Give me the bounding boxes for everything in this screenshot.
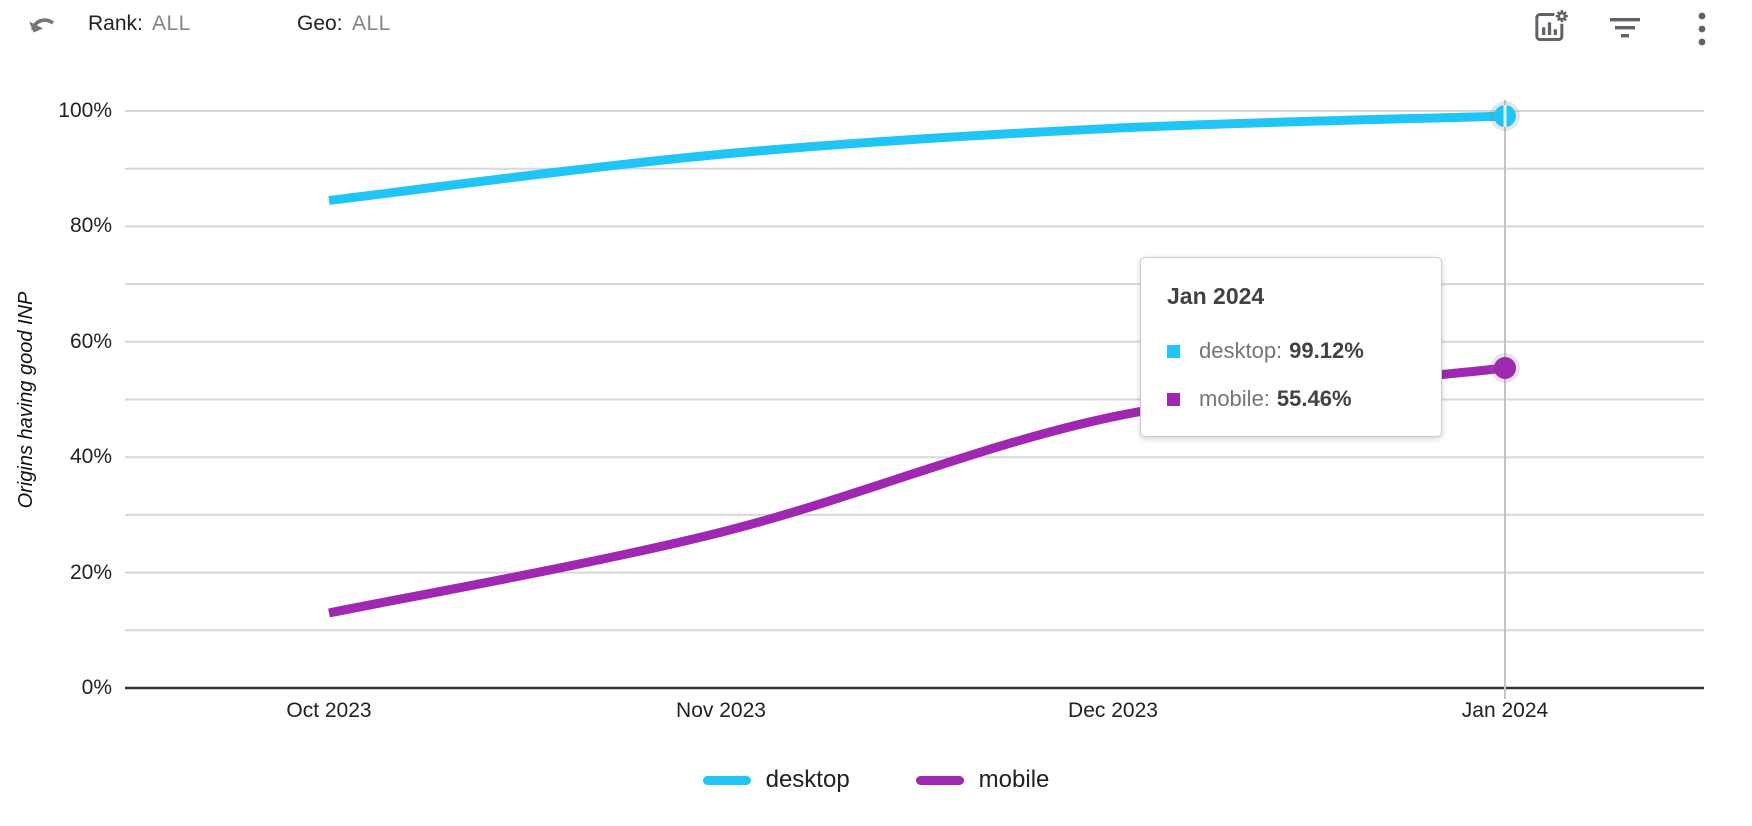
geo-filter-value[interactable]: ALL bbox=[352, 12, 391, 35]
y-tick-100: 100% bbox=[58, 99, 112, 122]
legend-item-desktop: desktop bbox=[702, 766, 850, 794]
legend-label: desktop bbox=[765, 766, 850, 793]
y-tick-40: 40% bbox=[69, 445, 112, 468]
chart-settings-icon[interactable] bbox=[1531, 6, 1571, 48]
y-tick-20: 20% bbox=[69, 561, 112, 584]
geo-filter-label: Geo: bbox=[297, 12, 343, 35]
more-menu-icon[interactable] bbox=[1692, 10, 1712, 48]
tooltip-series-label: mobile: bbox=[1199, 386, 1270, 411]
y-tick-80: 80% bbox=[69, 214, 112, 237]
y-axis-title: Origins having good INP bbox=[15, 291, 37, 509]
chart-legend: desktop mobile bbox=[0, 766, 1752, 794]
tooltip-series-label: desktop: bbox=[1199, 338, 1283, 363]
tooltip-row-desktop: desktop: 99.12% bbox=[1167, 338, 1415, 364]
undo-icon[interactable] bbox=[26, 8, 60, 44]
x-tick-dec-2023: Dec 2023 bbox=[1068, 699, 1158, 722]
rank-filter-label: Rank: bbox=[88, 12, 143, 35]
tooltip-title: Jan 2024 bbox=[1167, 283, 1265, 309]
x-tick-nov-2023: Nov 2023 bbox=[676, 699, 766, 722]
tooltip-row-mobile: mobile: 55.46% bbox=[1167, 386, 1415, 412]
x-tick-jan-2024: Jan 2024 bbox=[1461, 699, 1549, 722]
rank-filter-value[interactable]: ALL bbox=[152, 12, 191, 35]
x-tick-oct-2023: Oct 2023 bbox=[286, 699, 372, 722]
tooltip-series-value: 55.46% bbox=[1276, 386, 1352, 411]
desktop-legend-swatch bbox=[702, 775, 751, 785]
mobile-series-swatch bbox=[1167, 392, 1180, 406]
y-tick-0: 0% bbox=[81, 676, 112, 699]
chart-tooltip: Jan 2024 desktop: 99.12% mobile: 55.46% bbox=[1140, 257, 1442, 437]
filter-icon[interactable] bbox=[1608, 14, 1642, 42]
y-tick-60: 60% bbox=[69, 330, 112, 353]
tooltip-series-value: 99.12% bbox=[1289, 338, 1364, 363]
legend-label: mobile bbox=[978, 766, 1050, 793]
desktop-series-swatch bbox=[1167, 344, 1180, 358]
legend-item-mobile: mobile bbox=[915, 766, 1050, 794]
mobile-legend-swatch bbox=[915, 775, 964, 785]
